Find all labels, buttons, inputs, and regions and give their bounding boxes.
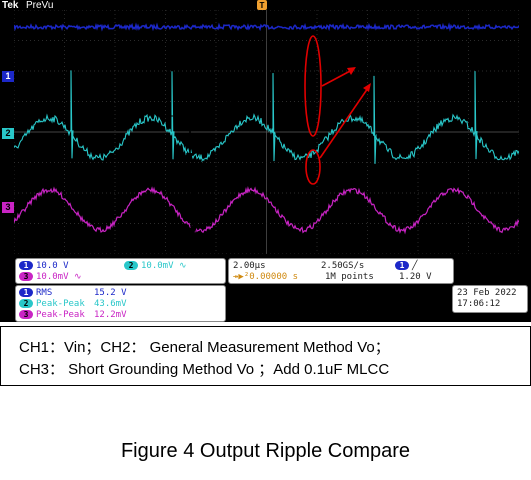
ch1-scale: 10.0 V xyxy=(36,261,69,271)
ch3-scale: 10.0mV xyxy=(36,272,69,282)
measurement-value: 12.2mV xyxy=(94,310,127,320)
measurement-row: 2 Peak-Peak 43.6mV xyxy=(19,299,127,309)
figure-title: Figure 4 Output Ripple Compare xyxy=(120,440,411,462)
time-per-div: 2.00µs xyxy=(233,261,266,271)
ch3-badge: 3 xyxy=(19,272,33,281)
trigger-position: ↠▶²0.00000 s xyxy=(233,272,299,282)
measurement-value: 43.6mV xyxy=(94,299,127,309)
noise-label: Noise xyxy=(355,60,388,74)
measurement-value: 15.2 V xyxy=(94,288,127,298)
ch1-level-marker[interactable]: 1 xyxy=(2,71,14,82)
measurement-row: 1 RMS 15.2 V xyxy=(19,288,127,298)
measurement-ch-badge: 3 xyxy=(19,310,33,319)
caption-line-2: CH3： Short Grounding Method Vo ；Add 0.1u… xyxy=(19,361,390,378)
ch3-ripple-label: Ripple xyxy=(222,232,259,246)
ch2-badge: 2 xyxy=(124,261,138,270)
date-readout: 23 Feb 2022 xyxy=(457,288,517,298)
ch2-level-marker[interactable]: 2 xyxy=(2,128,14,139)
graticule xyxy=(14,10,519,254)
channel-settings-panel[interactable]: 1 10.0 V 2 10.0mV ∿ 3 10.0mV ∿ xyxy=(15,258,226,284)
trigger-position-marker[interactable]: T xyxy=(255,0,269,14)
measurement-type: Peak-Peak xyxy=(36,310,85,320)
ch3-waveform xyxy=(14,186,519,235)
brand-logo: Tek xyxy=(2,0,19,11)
waveform-plot[interactable] xyxy=(14,10,519,254)
ch2-bandwidth-limit-icon: ∿ xyxy=(178,261,187,271)
ch2-ripple-annotation xyxy=(160,115,218,161)
timebase-panel[interactable]: 2.00µs 2.50GS/s 1 ╱ ↠▶²0.00000 s 1M point… xyxy=(228,258,454,284)
measurement-row: 3 Peak-Peak 12.2mV xyxy=(19,310,127,320)
sample-rate: 2.50GS/s xyxy=(321,261,365,271)
datetime-panel: 23 Feb 2022 17:06:12 xyxy=(452,285,528,313)
record-length: 1M points xyxy=(325,272,374,282)
oscilloscope-screen: Tek PreVu T xyxy=(0,0,531,322)
ch3-level-marker[interactable]: 3 xyxy=(2,202,14,213)
ch3-bandwidth-limit-icon: ∿ xyxy=(73,272,82,282)
acquisition-mode: PreVu xyxy=(26,0,54,11)
measurements-panel[interactable]: 1 RMS 15.2 V 2 Peak-Peak 43.6mV 3 Peak-Peak 12… xyxy=(15,285,226,322)
measurement-type: RMS xyxy=(36,288,53,298)
caption-line-1: CH1：Vin；CH2： General Measurement Method … xyxy=(19,339,390,356)
ch1-badge: 1 xyxy=(19,261,33,270)
measurement-ch-badge: 2 xyxy=(19,299,33,308)
ch1-waveform xyxy=(14,22,519,32)
noise-annotation xyxy=(304,35,371,185)
ch2-scale: 10.0mV xyxy=(141,261,174,271)
ch2-ripple-label: Ripple xyxy=(206,95,243,109)
ch2-waveform xyxy=(14,70,519,164)
svg-text:T: T xyxy=(260,1,265,10)
trigger-slope-icon: ╱ xyxy=(412,261,418,271)
ch3-ripple-annotation xyxy=(160,186,218,234)
trigger-level: 1.20 V xyxy=(399,272,432,282)
caption-box: CH1：Vin；CH2： General Measurement Method … xyxy=(0,326,531,386)
measurement-ch-badge: 1 xyxy=(19,288,33,297)
measurement-type: Peak-Peak xyxy=(36,299,85,309)
time-readout: 17:06:12 xyxy=(457,299,501,309)
trigger-source-badge: 1 xyxy=(395,261,409,270)
